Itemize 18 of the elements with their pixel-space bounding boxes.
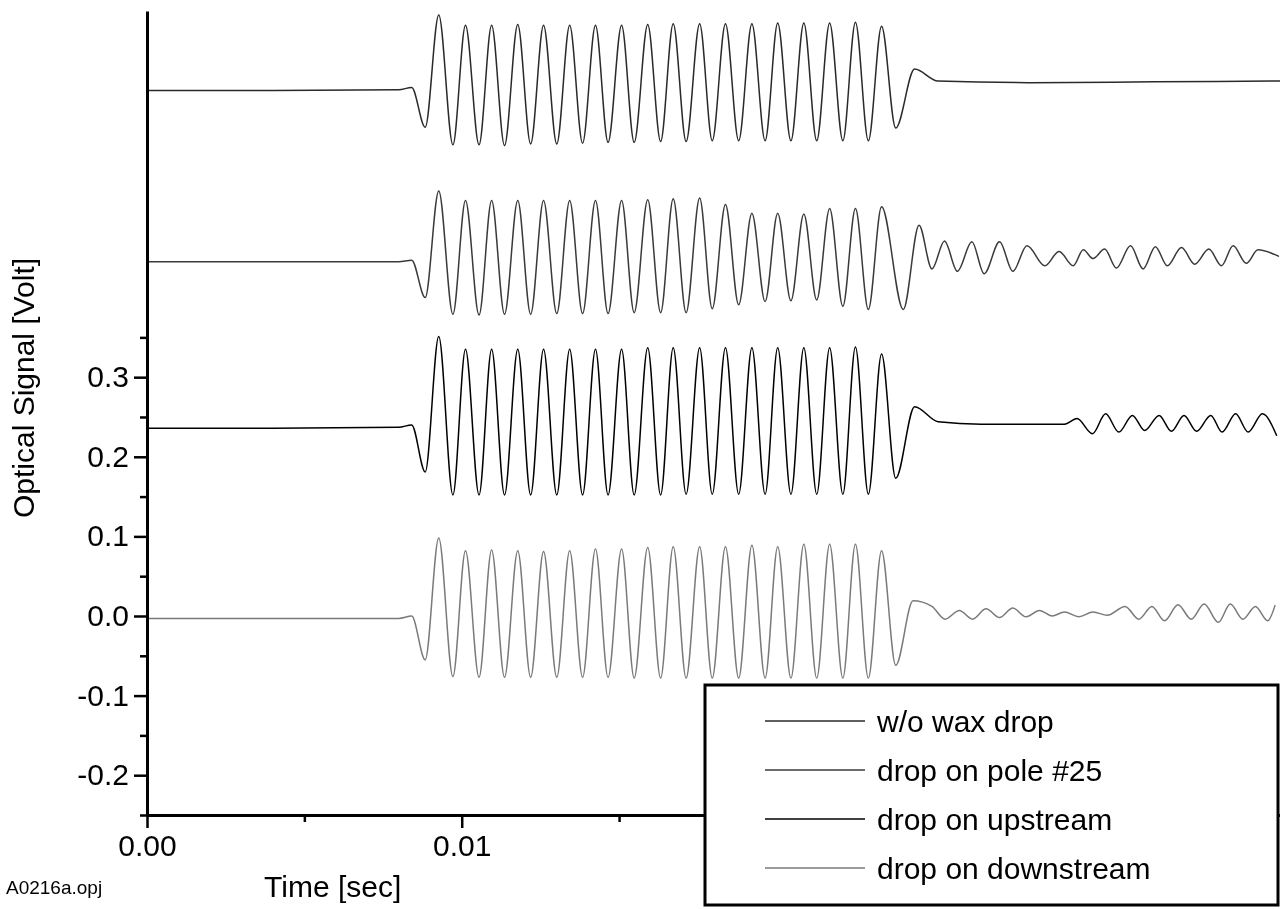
y-tick-label: -0.1 [77,678,129,712]
y-tick-label: 0.1 [87,519,129,553]
y-tick-label: 0.0 [87,599,129,633]
y-tick-label: -0.2 [77,758,129,792]
y-tick-label: 0.2 [87,439,129,473]
y-axis-title: Optical Signal [Volt] [7,257,40,519]
text: A0216a.opj [6,877,103,898]
legend-label: drop on downstream [877,852,1151,885]
line-series [146,14,1280,147]
x-tick-label: 0.01 [433,828,492,862]
legend-label: drop on upstream [877,803,1113,836]
line-series [146,190,1280,316]
legend-label: drop on pole #25 [877,754,1103,787]
line-series [146,537,1276,679]
x-axis-title: Time [sec] [264,870,402,903]
y-tick-label: 0.3 [87,360,129,394]
legend-label: w/o wax drop [876,705,1054,738]
x-tick-label: 0.00 [118,828,177,862]
